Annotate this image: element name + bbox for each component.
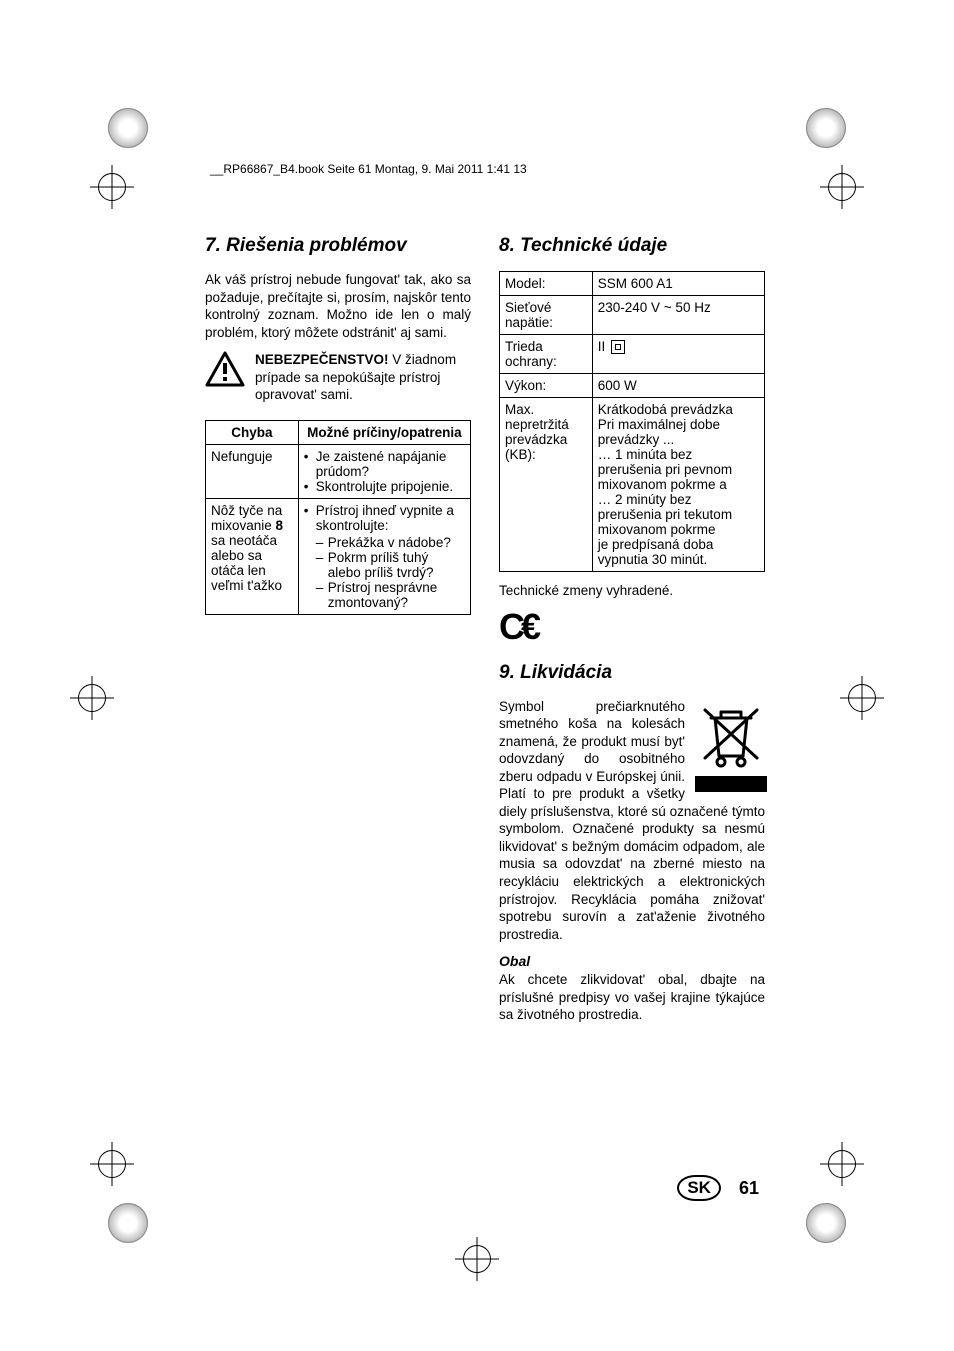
crosshair-mark xyxy=(820,1142,864,1186)
right-column: 8. Technické údaje Model: SSM 600 A1 Sie… xyxy=(499,235,765,1034)
crosshair-mark xyxy=(90,165,134,209)
section-9-title: 9. Likvidácia xyxy=(499,662,765,684)
list-item: Prístroj ihneď vypnite a skontrolujte: P… xyxy=(304,503,465,610)
obal-text: Ak chcete zlikvidovat' obal, dbajte na p… xyxy=(499,971,765,1024)
table-header: Chyba xyxy=(206,420,299,444)
page-number: 61 xyxy=(739,1178,759,1199)
list-item: Skontrolujte pripojenie. xyxy=(304,479,465,494)
left-column: 7. Riešenia problémov Ak váš prístroj ne… xyxy=(205,235,471,1034)
weee-icon xyxy=(695,698,765,792)
table-cell: Sieťové napätie: xyxy=(500,296,593,335)
table-row: Výkon: 600 W xyxy=(500,374,765,398)
table-cell: Prístroj ihneď vypnite a skontrolujte: P… xyxy=(298,498,470,614)
tech-note: Technické zmeny vyhradené. xyxy=(499,582,765,600)
table-cell: Nefunguje xyxy=(206,444,299,498)
list-item: Je zaistené napájanie prúdom? xyxy=(304,449,465,479)
crosshair-mark xyxy=(455,1237,499,1281)
technical-data-table: Model: SSM 600 A1 Sieťové napätie: 230-2… xyxy=(499,271,765,572)
table-header: Možné príčiny/opatrenia xyxy=(298,420,470,444)
table-row: Max. nepretržitá prevádzka (KB): Krátkod… xyxy=(500,398,765,572)
header-info: __RP66867_B4.book Seite 61 Montag, 9. Ma… xyxy=(210,162,527,176)
table-cell: 600 W xyxy=(592,374,764,398)
section-7-title: 7. Riešenia problémov xyxy=(205,235,471,257)
table-cell: II xyxy=(592,335,764,374)
table-cell: Nôž tyče na mixovanie 8 sa neotáča alebo… xyxy=(206,498,299,614)
table-row: Nefunguje Je zaistené napájanie prúdom? … xyxy=(206,444,471,498)
language-badge: SK xyxy=(677,1175,721,1201)
list-item: Pokrm príliš tuhý alebo príliš tvrdý? xyxy=(316,550,465,580)
crosshair-mark xyxy=(90,1142,134,1186)
warning-bold: NEBEZPEČENSTVO! xyxy=(255,352,389,367)
print-registration-mark xyxy=(108,1203,148,1243)
table-cell: Krátkodobá prevádzka Pri maximálnej dobe… xyxy=(592,398,764,572)
section-9: 9. Likvidácia xyxy=(499,662,765,1024)
table-cell: Max. nepretržitá prevádzka (KB): xyxy=(500,398,593,572)
list-item: Prekážka v nádobe? xyxy=(316,535,465,550)
section-8-title: 8. Technické údaje xyxy=(499,235,765,257)
table-row: Model: SSM 600 A1 xyxy=(500,272,765,296)
crosshair-mark xyxy=(820,165,864,209)
table-row: Nôž tyče na mixovanie 8 sa neotáča alebo… xyxy=(206,498,471,614)
page-content: 7. Riešenia problémov Ak váš prístroj ne… xyxy=(205,235,765,1034)
table-cell: Trieda ochrany: xyxy=(500,335,593,374)
table-cell: 230-240 V ~ 50 Hz xyxy=(592,296,764,335)
page-footer: SK 61 xyxy=(677,1175,759,1201)
troubleshooting-table: Chyba Možné príčiny/opatrenia Nefunguje … xyxy=(205,420,471,615)
section-9-body: Symbol prečiarknutého smetného koša na k… xyxy=(499,698,765,944)
warning-text: NEBEZPEČENSTVO! V žiadnom prípade sa nep… xyxy=(255,351,471,404)
print-registration-mark xyxy=(108,108,148,148)
table-cell: Model: xyxy=(500,272,593,296)
ce-mark-icon: C€ xyxy=(499,606,765,648)
list-item: Prístroj nesprávne zmontovaný? xyxy=(316,580,465,610)
table-cell: Výkon: xyxy=(500,374,593,398)
crosshair-mark xyxy=(840,676,884,720)
obal-heading: Obal xyxy=(499,953,765,969)
class-ii-icon xyxy=(611,340,625,354)
table-row: Trieda ochrany: II xyxy=(500,335,765,374)
print-registration-mark xyxy=(806,1203,846,1243)
crosshair-mark xyxy=(70,676,114,720)
table-row: Sieťové napätie: 230-240 V ~ 50 Hz xyxy=(500,296,765,335)
table-cell: SSM 600 A1 xyxy=(592,272,764,296)
table-cell: Je zaistené napájanie prúdom? Skontroluj… xyxy=(298,444,470,498)
warning-icon xyxy=(205,351,245,392)
warning-block: NEBEZPEČENSTVO! V žiadnom prípade sa nep… xyxy=(205,351,471,404)
print-registration-mark xyxy=(806,108,846,148)
section-7-intro: Ak váš prístroj nebude fungovat' tak, ak… xyxy=(205,271,471,341)
